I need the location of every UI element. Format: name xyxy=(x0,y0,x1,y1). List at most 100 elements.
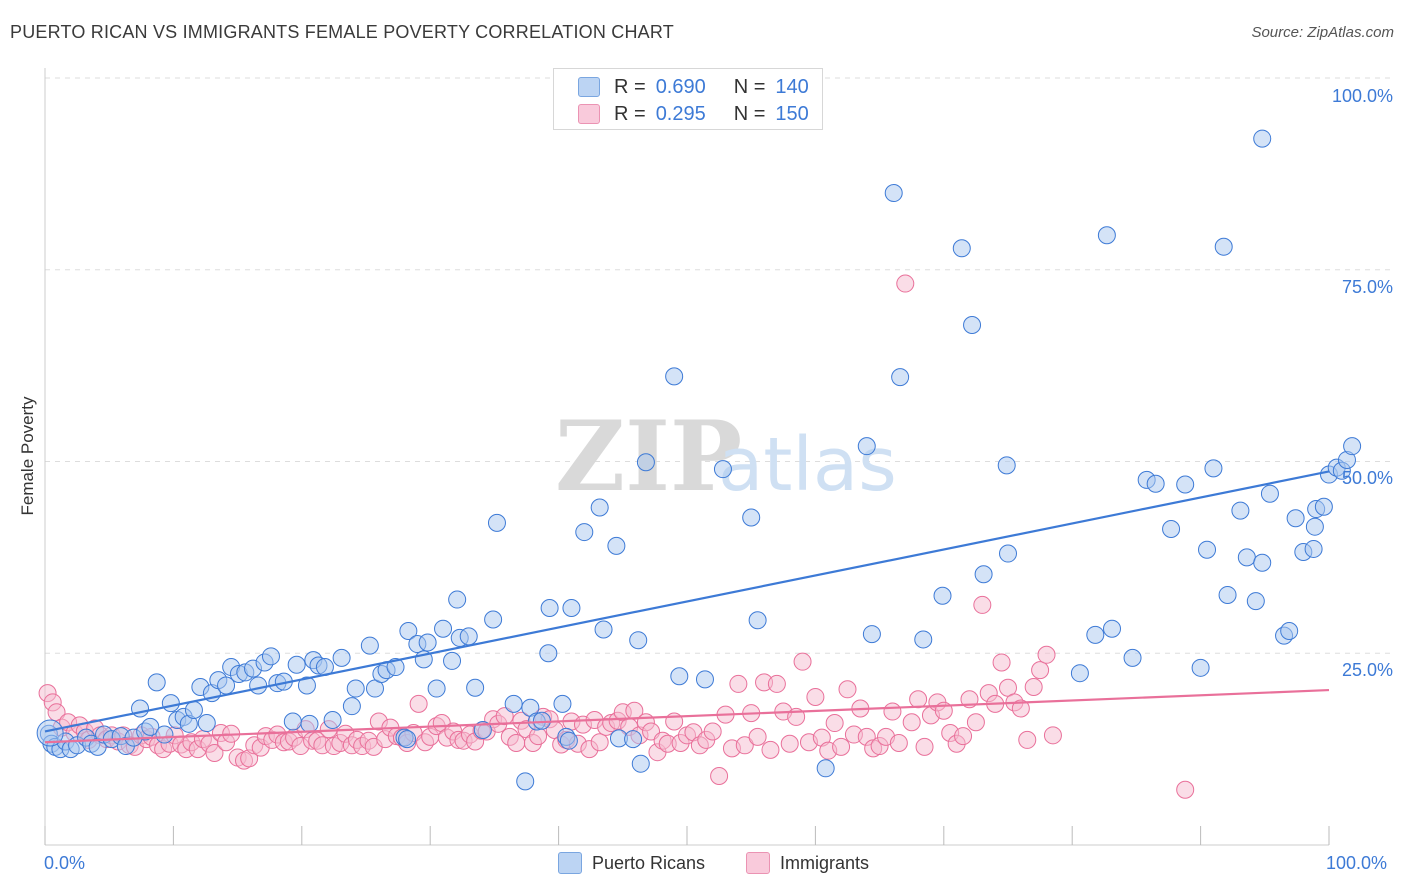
immigrants-point xyxy=(1011,699,1030,718)
puerto-rican-point xyxy=(1305,517,1324,536)
puerto-rican-point xyxy=(540,598,559,617)
puerto-rican-point xyxy=(539,644,558,663)
puerto-rican-point xyxy=(332,648,351,667)
puerto-rican-point xyxy=(1198,540,1217,559)
puerto-rican-point xyxy=(1123,648,1142,667)
puerto-rican-point xyxy=(636,453,655,472)
legend-item-puerto-ricans[interactable]: Puerto Ricans xyxy=(558,852,705,874)
immigrants-point xyxy=(889,733,908,752)
puerto-rican-point xyxy=(1343,437,1362,456)
puerto-rican-point xyxy=(999,544,1017,563)
puerto-rican-point xyxy=(629,631,648,650)
r-label: R = xyxy=(614,102,646,125)
puerto-rican-point xyxy=(443,651,462,670)
puerto-rican-point xyxy=(504,694,523,713)
puerto-rican-point xyxy=(857,437,876,456)
immigrants-point xyxy=(780,734,799,753)
puerto-rican-point xyxy=(398,730,417,749)
puerto-rican-point xyxy=(1214,237,1233,256)
puerto-rican-point xyxy=(300,714,319,733)
puerto-rican-point xyxy=(399,622,418,641)
puerto-rican-point xyxy=(594,620,613,639)
puerto-rican-point xyxy=(695,670,714,689)
puerto-rican-point xyxy=(1204,459,1223,478)
puerto-rican-point xyxy=(323,710,342,729)
puerto-rican-point xyxy=(434,619,453,638)
immigrants-point xyxy=(992,653,1011,672)
immigrants-point xyxy=(832,737,851,756)
puerto-rican-point xyxy=(386,658,405,677)
legend-row-puerto-ricans: R = 0.690 N = 140 xyxy=(578,76,809,98)
puerto-rican-point xyxy=(1253,553,1272,572)
legend-item-immigrants[interactable]: Immigrants xyxy=(746,852,869,874)
immigrants-point xyxy=(1018,730,1037,749)
puerto-rican-point xyxy=(974,565,993,584)
svg-text:atlas: atlas xyxy=(718,422,897,508)
watermark: ZIP atlas xyxy=(555,400,897,513)
puerto-rican-point xyxy=(342,697,361,716)
puerto-rican-point xyxy=(297,676,316,695)
chart-title: PUERTO RICAN VS IMMIGRANTS FEMALE POVERT… xyxy=(10,22,674,42)
puerto-rican-point xyxy=(147,673,166,692)
puerto-rican-point xyxy=(1097,226,1116,245)
puerto-rican-point xyxy=(287,655,306,674)
puerto-rican-point xyxy=(1218,585,1237,604)
puerto-rican-point xyxy=(427,679,446,698)
puerto-rican-point xyxy=(484,610,503,629)
immigrants-point xyxy=(767,674,786,693)
puerto-rican-point xyxy=(1162,519,1181,538)
puerto-rican-point xyxy=(1237,548,1256,567)
puerto-rican-point xyxy=(670,667,689,686)
y-tick-50: 50.0% xyxy=(1341,468,1393,488)
puerto-rican-point xyxy=(1280,622,1299,641)
puerto-rican-point xyxy=(963,315,982,334)
puerto-rican-point xyxy=(487,513,506,532)
puerto-rican-point xyxy=(1314,497,1333,516)
immigrants-point xyxy=(915,737,934,756)
puerto-rican-point xyxy=(742,508,761,527)
immigrants-point xyxy=(902,713,921,732)
immigrants-point xyxy=(973,595,992,614)
immigrants-point xyxy=(761,740,780,759)
y-tick-25: 25.0% xyxy=(1341,660,1393,680)
puerto-rican-point xyxy=(1146,474,1165,493)
immigrants-point xyxy=(590,733,609,752)
puerto-rican-point xyxy=(261,647,280,666)
puerto-rican-point xyxy=(1231,501,1250,520)
immigrants-point xyxy=(838,680,857,699)
x-tick-100: 100.0% xyxy=(1326,853,1388,873)
puerto-ricans-trend-line xyxy=(44,470,1330,733)
puerto-rican-point xyxy=(155,725,174,744)
puerto-rican-point xyxy=(1191,658,1210,677)
puerto-rican-point xyxy=(1304,539,1323,558)
puerto-rican-point xyxy=(1260,484,1279,503)
puerto-rican-point xyxy=(36,719,64,747)
immigrants-point xyxy=(1031,661,1050,680)
puerto-rican-point xyxy=(346,679,365,698)
puerto-rican-point xyxy=(418,633,437,652)
puerto-rican-point xyxy=(283,712,302,731)
immigrants-point xyxy=(806,687,825,706)
puerto-rican-point xyxy=(862,625,881,644)
puerto-rican-point xyxy=(891,368,910,387)
r-label: R = xyxy=(614,75,646,98)
puerto-rican-point xyxy=(1253,129,1272,148)
puerto-rican-point xyxy=(665,367,684,386)
puerto-rican-point xyxy=(197,714,216,733)
series-legend: Puerto Ricans Immigrants xyxy=(0,852,1406,878)
puerto-rican-point xyxy=(161,694,180,713)
r-value: 0.690 xyxy=(655,75,706,98)
puerto-rican-point xyxy=(559,731,578,750)
grid-lines xyxy=(45,77,1393,654)
immigrants-point xyxy=(205,743,224,762)
x-tick-0: 0.0% xyxy=(44,853,86,873)
puerto-rican-point xyxy=(575,523,594,542)
puerto-rican-point xyxy=(884,184,903,203)
source-label: Source: ZipAtlas.com xyxy=(1251,24,1394,41)
n-value: 140 xyxy=(775,75,809,98)
puerto-rican-point xyxy=(1103,619,1122,638)
immigrants-point xyxy=(729,674,748,693)
puerto-rican-point xyxy=(466,678,485,697)
immigrants-point xyxy=(1176,780,1195,799)
